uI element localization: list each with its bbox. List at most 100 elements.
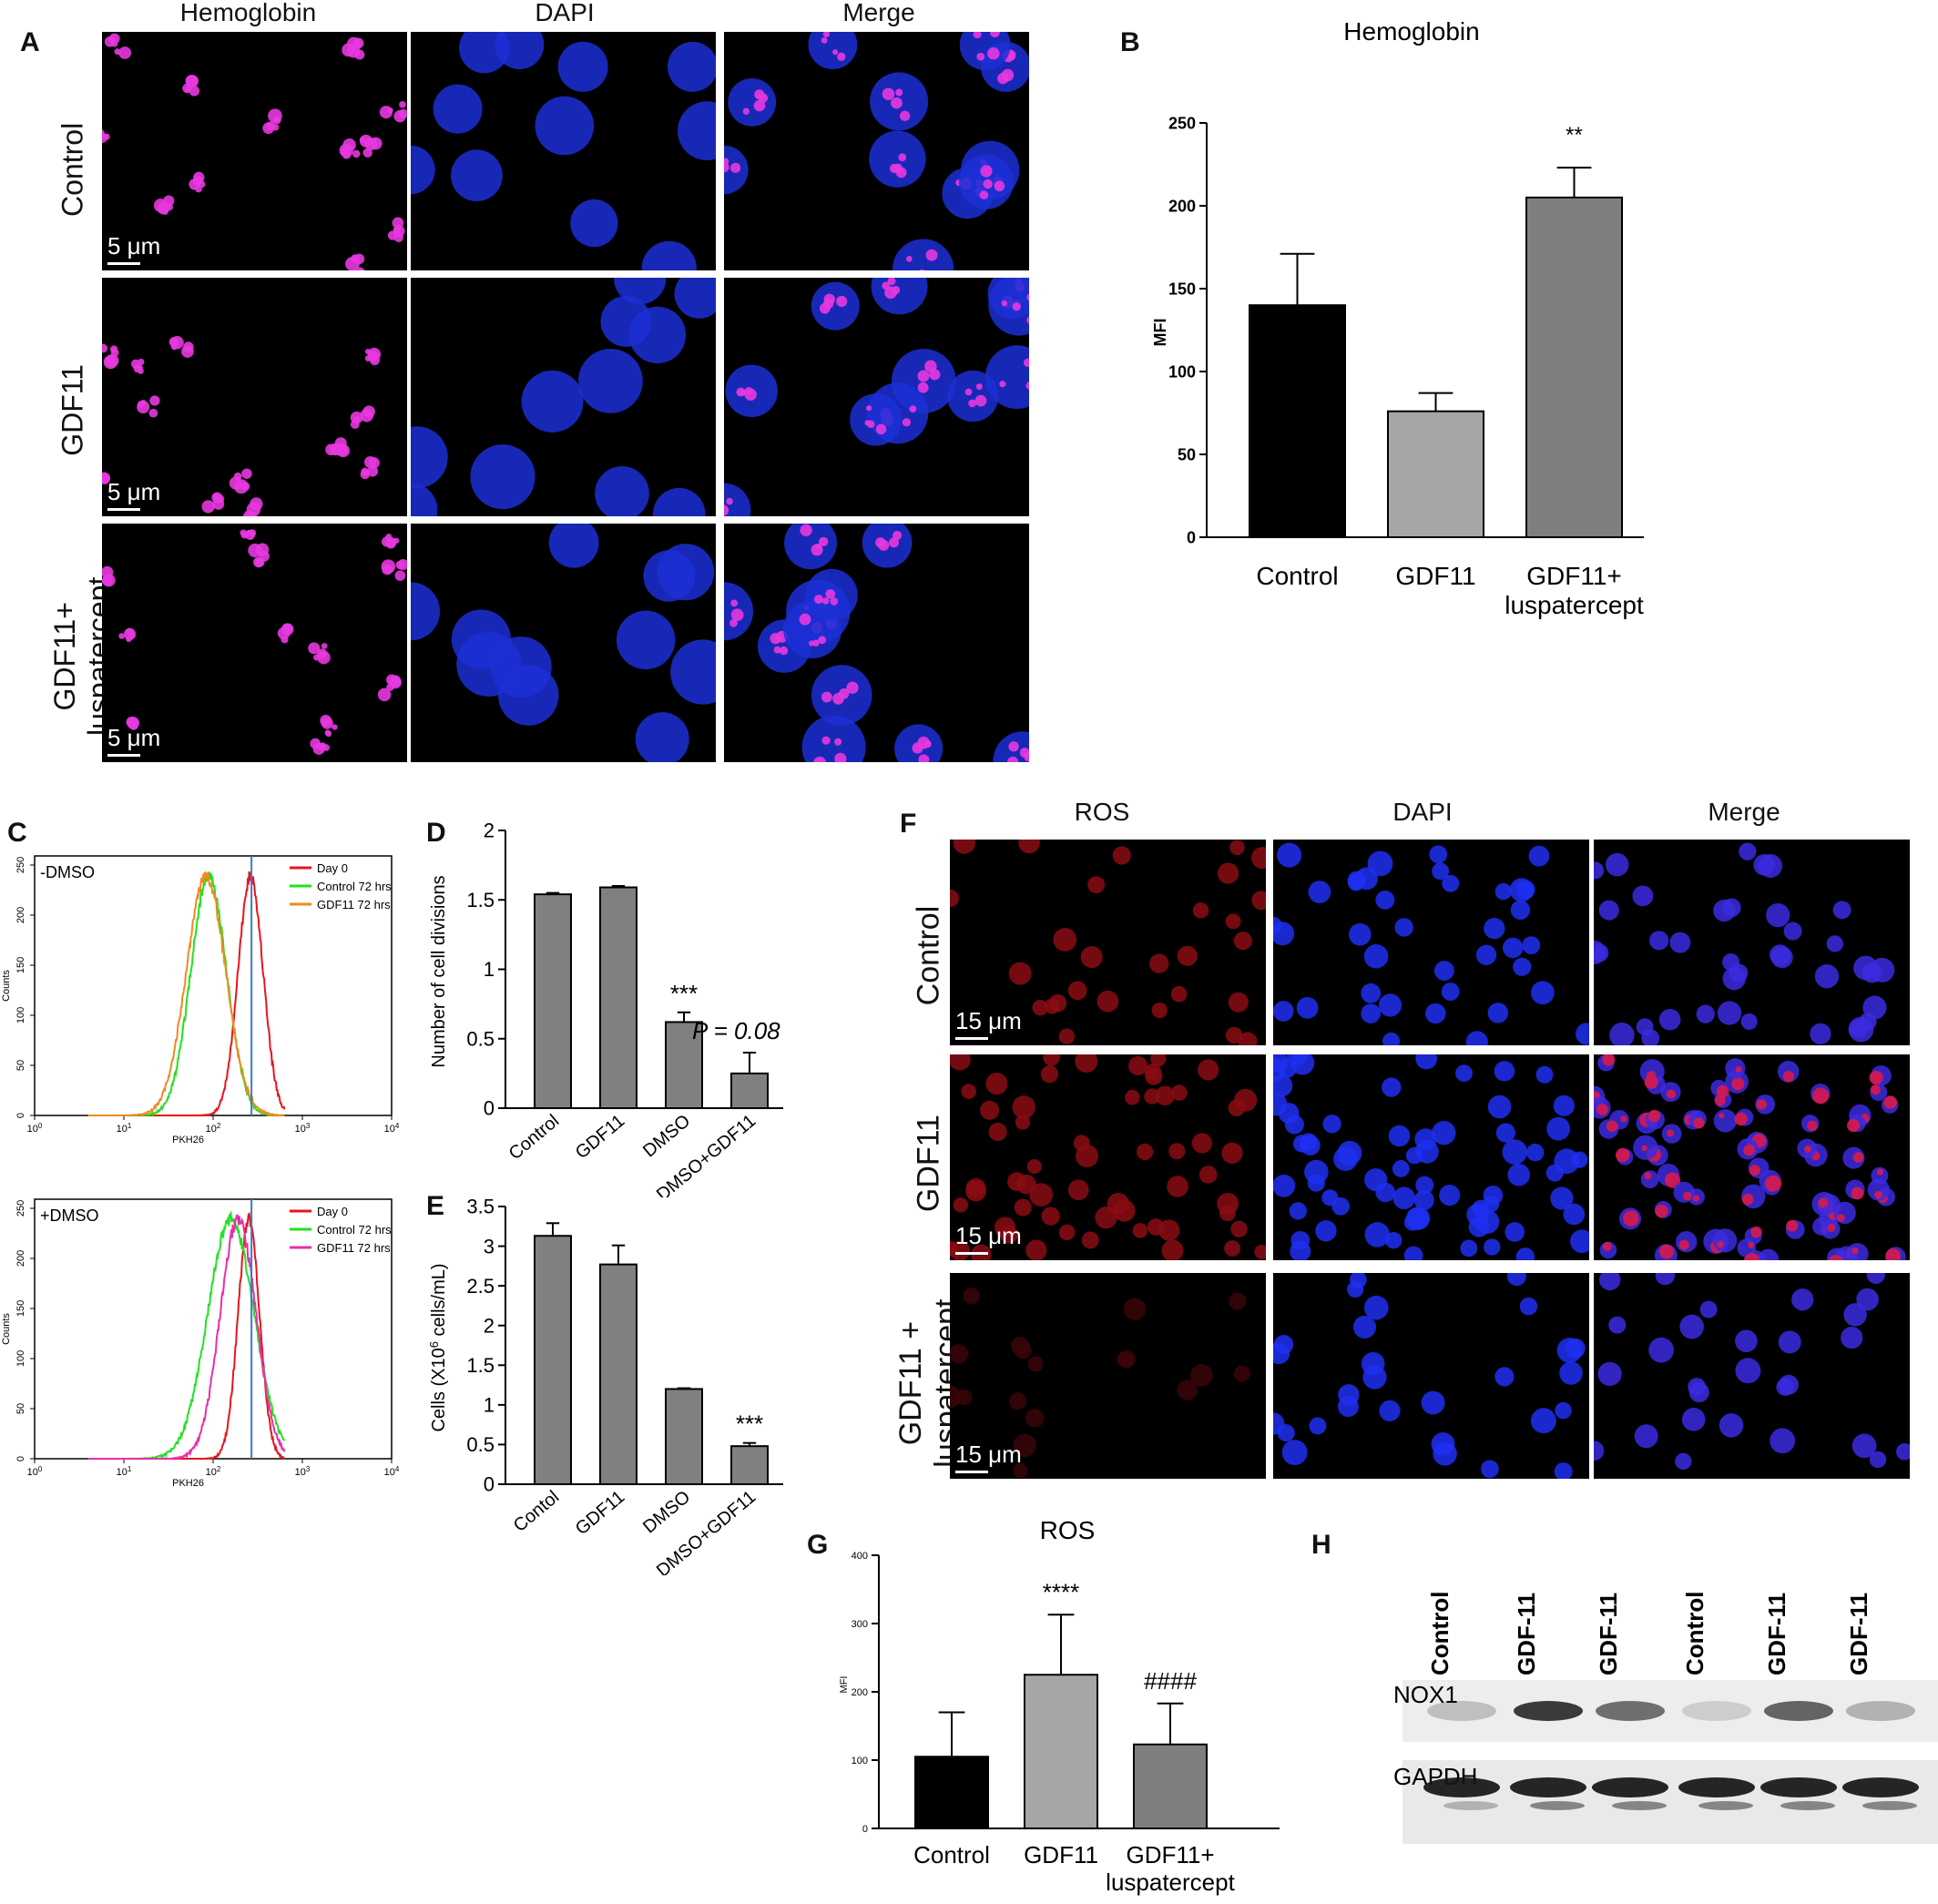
y-tick-label: 100 — [852, 1756, 868, 1767]
signal-spot — [1692, 1195, 1700, 1202]
signal-spot — [1786, 1219, 1799, 1232]
signal-spot — [110, 349, 119, 357]
nucleus — [1067, 981, 1087, 1001]
nucleus — [1112, 846, 1131, 865]
nucleus — [1519, 1297, 1538, 1316]
nucleus — [1739, 842, 1757, 860]
signal-spot — [1804, 1145, 1812, 1154]
signal-spot — [393, 232, 403, 243]
signal-spot — [185, 87, 191, 93]
x-tick-exponent: 2 — [217, 1122, 221, 1130]
signal-spot — [821, 736, 831, 745]
scale-bar — [107, 754, 140, 757]
nucleus — [451, 149, 503, 202]
x-tick-exponent: 1 — [128, 1122, 132, 1130]
signal-spot — [367, 347, 382, 361]
nucleus — [670, 639, 716, 705]
legend-label: Day 0 — [317, 861, 348, 875]
signal-spot — [345, 257, 360, 270]
nucleus — [1465, 1031, 1488, 1045]
nucleus — [1273, 1074, 1293, 1097]
signal-spot — [1847, 1119, 1861, 1133]
nucleus — [1229, 1292, 1247, 1310]
y-tick-label: 100 — [1168, 362, 1196, 381]
nucleus — [1442, 874, 1460, 892]
signal-spot — [821, 36, 828, 44]
signal-spot — [1731, 1077, 1745, 1091]
gapdh-band — [1423, 1777, 1500, 1797]
signal-spot — [398, 108, 407, 118]
nucleus — [1281, 1440, 1308, 1466]
signal-spot — [1852, 1152, 1864, 1163]
y-tick-label: 300 — [852, 1619, 868, 1630]
nucleus — [1507, 1163, 1531, 1186]
signal-spot — [245, 530, 255, 540]
nucleus — [1658, 1008, 1681, 1031]
y-axis-label: Number of cell divisions — [429, 875, 449, 1067]
nucleus — [953, 840, 975, 854]
signal-spot — [730, 162, 741, 173]
signal-spot — [808, 640, 815, 647]
y-tick-label: 250 — [15, 857, 26, 873]
nucleus — [1026, 1159, 1042, 1175]
nucleus — [1385, 1232, 1402, 1249]
signal-spot — [754, 89, 765, 100]
y-axis-label: Cells (X106 cells/mL) — [427, 1263, 450, 1431]
nucleus — [1018, 840, 1040, 854]
micrograph-hemoglobin-panel: 5 μm — [102, 32, 407, 270]
nucleus — [1484, 1238, 1501, 1256]
scale-bar — [955, 1037, 988, 1040]
nucleus — [1546, 1116, 1571, 1141]
nucleus — [1382, 1077, 1402, 1097]
nucleus — [1810, 1023, 1831, 1044]
bar — [1387, 410, 1484, 538]
nucleus — [1554, 1462, 1573, 1479]
nucleus — [641, 240, 697, 270]
signal-spot — [126, 717, 137, 728]
signal-spot — [975, 383, 983, 391]
legend-label: Control 72 hrs — [317, 880, 392, 893]
y-tick-label: 1 — [484, 958, 495, 981]
signal-spot — [393, 537, 400, 544]
y-tick-label: 3.5 — [466, 1196, 495, 1218]
x-tick-exponent: 1 — [128, 1465, 132, 1473]
signal-spot — [332, 724, 338, 730]
nucleus — [850, 393, 903, 446]
nucleus — [1425, 1003, 1446, 1024]
significance-label: *** — [736, 1410, 763, 1438]
signal-spot — [389, 676, 402, 689]
nucleus — [1016, 1174, 1036, 1195]
histogram-tag: +DMSO — [40, 1207, 99, 1225]
nucleus — [1753, 854, 1776, 876]
nucleus — [1649, 931, 1669, 951]
y-tick-label: 400 — [852, 1551, 868, 1562]
signal-spot — [362, 148, 372, 158]
nucleus — [1713, 1109, 1738, 1133]
nucleus — [869, 130, 926, 188]
signal-spot — [925, 249, 938, 261]
nucleus — [1482, 1195, 1500, 1213]
nucleus — [1896, 1442, 1910, 1461]
nucleus — [1487, 1003, 1509, 1023]
signal-spot — [1623, 1210, 1639, 1227]
nucleus — [1421, 1390, 1445, 1415]
nucleus — [1550, 1186, 1574, 1210]
bar — [1525, 196, 1623, 538]
nucleus — [521, 370, 584, 433]
y-axis-label: Counts — [1, 970, 12, 1002]
nucleus — [1494, 1061, 1515, 1082]
nucleus — [1219, 1205, 1236, 1222]
panel-f-row-label: Control — [911, 905, 946, 1006]
panel-a-col-title: Merge — [842, 0, 915, 26]
signal-spot — [168, 337, 179, 347]
signal-spot — [126, 636, 132, 643]
nucleus — [784, 524, 837, 570]
signal-spot — [1812, 1087, 1830, 1105]
nucleus — [1145, 1067, 1163, 1085]
nucleus — [1475, 944, 1497, 965]
signal-spot — [1641, 1145, 1647, 1152]
scale-bar — [107, 262, 140, 265]
nucleus — [1717, 1001, 1742, 1025]
nucleus — [1013, 1463, 1028, 1479]
signal-spot — [818, 636, 826, 645]
